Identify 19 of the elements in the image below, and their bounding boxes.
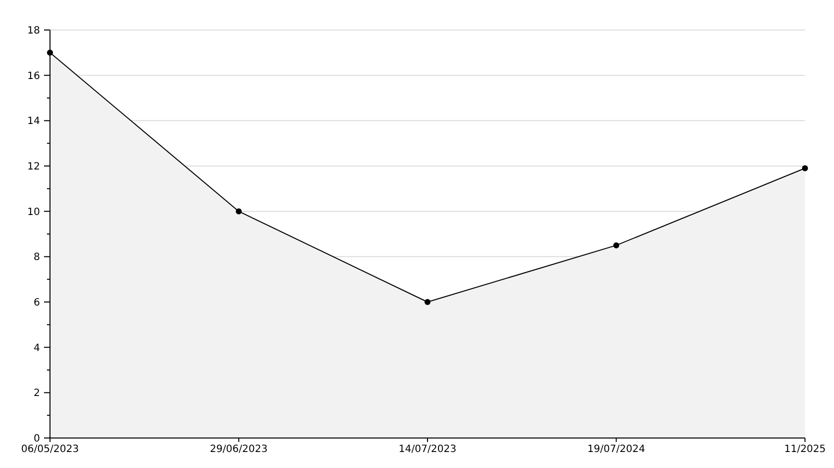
y-tick-label: 10 xyxy=(27,206,40,218)
x-tick-label: 29/06/2023 xyxy=(210,444,268,455)
y-tick-label: 2 xyxy=(34,388,40,400)
point xyxy=(613,242,620,248)
y-tick-label: 4 xyxy=(34,342,40,354)
x-tick-label: 06/05/2023 xyxy=(21,444,79,455)
y-tick-label: 0 xyxy=(34,434,40,444)
point xyxy=(424,299,430,305)
point xyxy=(236,208,242,214)
y-tick-label: 16 xyxy=(27,70,40,82)
y-tick-label: 12 xyxy=(27,162,40,172)
y-tick-label: 8 xyxy=(34,252,40,264)
y-tick-label: 18 xyxy=(27,26,40,36)
x-tick-label: 14/07/2023 xyxy=(398,444,456,455)
y-tick-label: 6 xyxy=(34,298,40,308)
point xyxy=(802,165,808,172)
x-tick-label: 19/07/2024 xyxy=(587,444,646,455)
x-tick-label: 11/2025 xyxy=(784,444,826,455)
y-tick-label: 14 xyxy=(27,116,40,128)
